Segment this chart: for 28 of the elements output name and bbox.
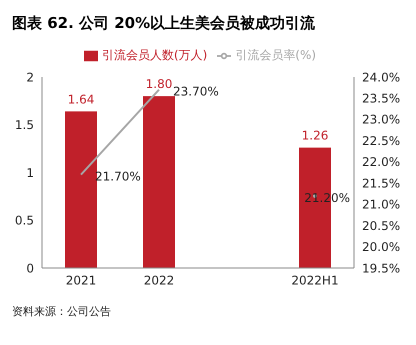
y2-tick-label: 20.5% — [362, 218, 400, 233]
x-tick-label: 2022 — [144, 274, 174, 288]
legend-label: 引流会员人数(万人) — [102, 48, 208, 62]
data-label: 23.70% — [173, 84, 219, 99]
text: 资料来源：公司公告 — [12, 304, 112, 319]
data-label: 1.80 — [146, 77, 172, 92]
y2-tick-label: 23.5% — [362, 91, 400, 106]
y-tick-label: 0 — [26, 261, 34, 276]
chart-title: 图表 62. 公司 20%以上生美会员被成功引流 — [11, 13, 316, 34]
y2-tick-label: 22.5% — [362, 134, 400, 148]
x-tick-label: 2021 — [66, 274, 96, 288]
bar — [65, 111, 97, 268]
y-tick-label: 0.5 — [14, 214, 34, 228]
y2-tick-label: 24.0% — [362, 70, 400, 84]
y2-tick-label: 22.0% — [362, 155, 400, 170]
y2-tick-label: 19.5% — [362, 261, 400, 276]
y2-tick-label: 21.0% — [362, 198, 400, 212]
bar — [143, 96, 175, 268]
y-tick-label: 2 — [26, 70, 34, 84]
data-label: 1.64 — [68, 92, 94, 106]
y2-tick-label: 20.0% — [362, 240, 400, 254]
y2-tick-label: 21.5% — [362, 176, 400, 190]
data-label: 1.26 — [302, 128, 328, 143]
x-tick-label: 2022H1 — [291, 274, 339, 288]
y-tick-label: 1 — [26, 166, 34, 180]
legend-label: 引流会员率(%) — [235, 48, 316, 62]
y2-tick-label: 23.0% — [362, 112, 400, 127]
y-tick-label: 1.5 — [14, 118, 34, 132]
